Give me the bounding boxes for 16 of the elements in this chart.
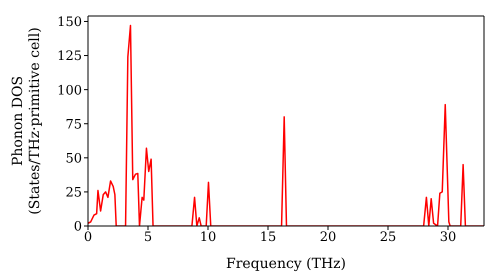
y-tick-label: 75 — [65, 117, 82, 132]
x-tick-label: 20 — [320, 230, 336, 246]
x-tick-label: 5 — [144, 230, 152, 246]
x-axis-title: Frequency (THz) — [226, 256, 346, 272]
y-tick-label: 100 — [57, 83, 82, 98]
y-tick-label: 150 — [57, 15, 82, 30]
x-tick-label: 15 — [260, 230, 276, 246]
y-axis-title: Phonon DOS (States/THz·primitive cell) — [10, 27, 43, 215]
x-tick-label: 10 — [200, 230, 216, 246]
x-tick-label: 0 — [84, 230, 92, 246]
x-tick-label: 25 — [380, 230, 396, 246]
y-tick-label: 50 — [65, 151, 82, 166]
x-tick-label: 30 — [440, 230, 456, 246]
y-tick-label: 0 — [74, 220, 82, 235]
y-tick-label: 25 — [65, 186, 82, 201]
y-tick-label: 125 — [57, 49, 82, 64]
